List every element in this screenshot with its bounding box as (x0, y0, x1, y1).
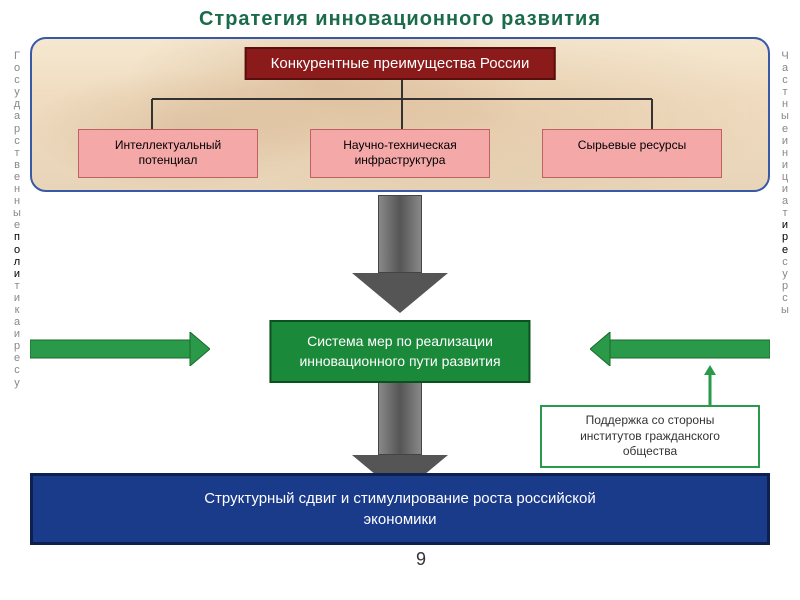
vertical-label-right: Частныеинициатиресурсы (778, 50, 792, 316)
arrow-down-1 (378, 195, 422, 313)
sub-boxes-row: Интеллектуальный потенциал Научно-технич… (32, 129, 768, 178)
page-number: 9 (416, 549, 426, 570)
sub-box-infrastructure: Научно-техническая инфраструктура (310, 129, 490, 178)
green-box-line2: инновационного пути развития (299, 353, 500, 369)
bottom-line1: Структурный сдвиг и стимулирование роста… (204, 490, 596, 507)
support-box: Поддержка со стороны институтов гражданс… (540, 405, 760, 468)
bottom-line2: экономики (364, 511, 437, 528)
sub-box-intellectual: Интеллектуальный потенциал (78, 129, 258, 178)
bottom-bar: Структурный сдвиг и стимулирование роста… (30, 473, 770, 545)
vertical-label-left: Государственныеполитикаиресу (10, 50, 24, 389)
green-system-box: Система мер по реализации инновационного… (269, 320, 530, 383)
support-line2: институтов гражданского (580, 429, 720, 443)
side-arrow-left (30, 332, 210, 366)
side-arrow-right (590, 332, 770, 366)
page-title: Стратегия инновационного развития (0, 0, 800, 35)
header-box: Конкурентные преимущества России (245, 47, 556, 80)
support-line1: Поддержка со стороны (586, 413, 715, 427)
support-connector (700, 365, 720, 407)
support-line3: общества (623, 444, 677, 458)
green-box-line1: Система мер по реализации (307, 333, 493, 349)
top-panel: Конкурентные преимущества России Интелле… (30, 37, 770, 192)
sub-box-resources: Сырьевые ресурсы (542, 129, 722, 178)
